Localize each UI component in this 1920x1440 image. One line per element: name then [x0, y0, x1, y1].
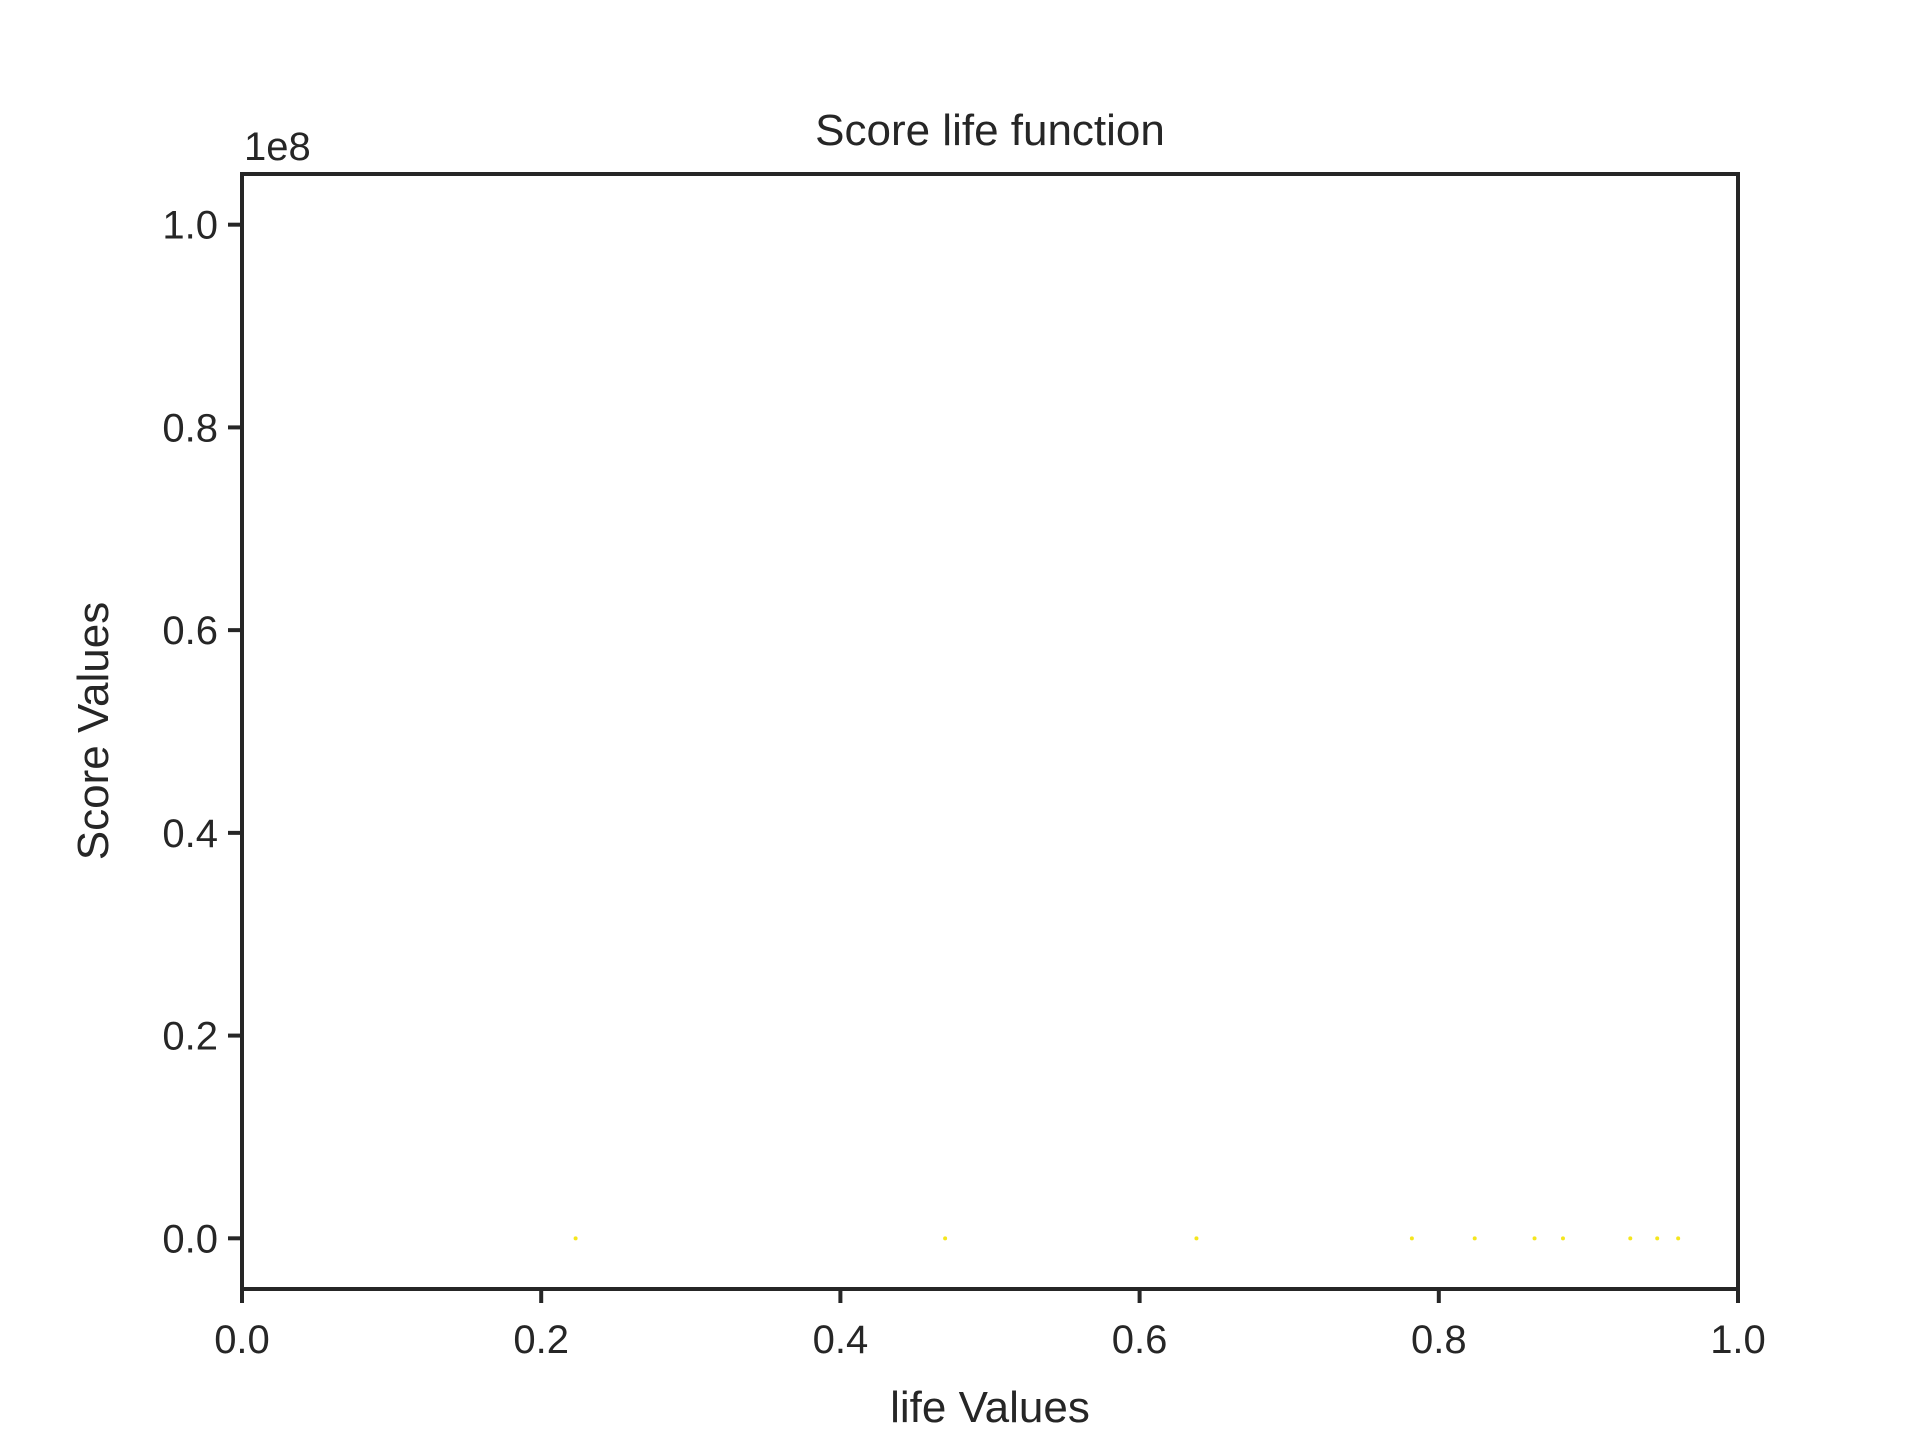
x-tick-label: 0.4 — [813, 1318, 869, 1362]
x-tick-label: 0.8 — [1411, 1318, 1467, 1362]
data-point — [1560, 1236, 1565, 1241]
x-tick-label: 0.0 — [214, 1318, 270, 1362]
x-tick-label: 0.2 — [513, 1318, 569, 1362]
data-point — [1655, 1236, 1660, 1241]
data-point — [1472, 1236, 1477, 1241]
data-point — [1628, 1236, 1633, 1241]
data-point — [1676, 1236, 1681, 1241]
x-axis-ticks: 0.0 0.2 0.4 0.6 0.8 1.0 — [214, 1289, 1766, 1362]
y-axis-offset-label: 1e8 — [244, 125, 311, 169]
chart-title: Score life function — [815, 106, 1165, 155]
data-point — [1194, 1236, 1199, 1241]
y-tick-label: 1.0 — [162, 204, 218, 248]
y-tick-label: 0.2 — [162, 1015, 218, 1059]
plot-frame — [240, 172, 1740, 1291]
x-axis-label: life Values — [890, 1383, 1090, 1432]
y-tick-label: 0.6 — [162, 609, 218, 653]
y-axis-label: Score Values — [69, 602, 118, 860]
data-point — [1532, 1236, 1537, 1241]
x-tick-label: 1.0 — [1710, 1318, 1766, 1362]
plot-area: 0.0 0.2 0.4 0.6 0.8 1.0 0.0 0.2 0.4 0.6 0.8 1.0 — [162, 172, 1766, 1362]
y-tick-label: 0.8 — [162, 406, 218, 450]
scatter-points — [573, 1236, 1681, 1241]
y-tick-label: 0.4 — [162, 812, 218, 856]
data-point — [943, 1236, 948, 1241]
y-axis-ticks: 0.0 0.2 0.4 0.6 0.8 1.0 — [162, 204, 242, 1261]
data-point — [573, 1236, 578, 1241]
x-tick-label: 0.6 — [1112, 1318, 1168, 1362]
y-tick-label: 0.0 — [162, 1217, 218, 1261]
data-point — [1409, 1236, 1414, 1241]
